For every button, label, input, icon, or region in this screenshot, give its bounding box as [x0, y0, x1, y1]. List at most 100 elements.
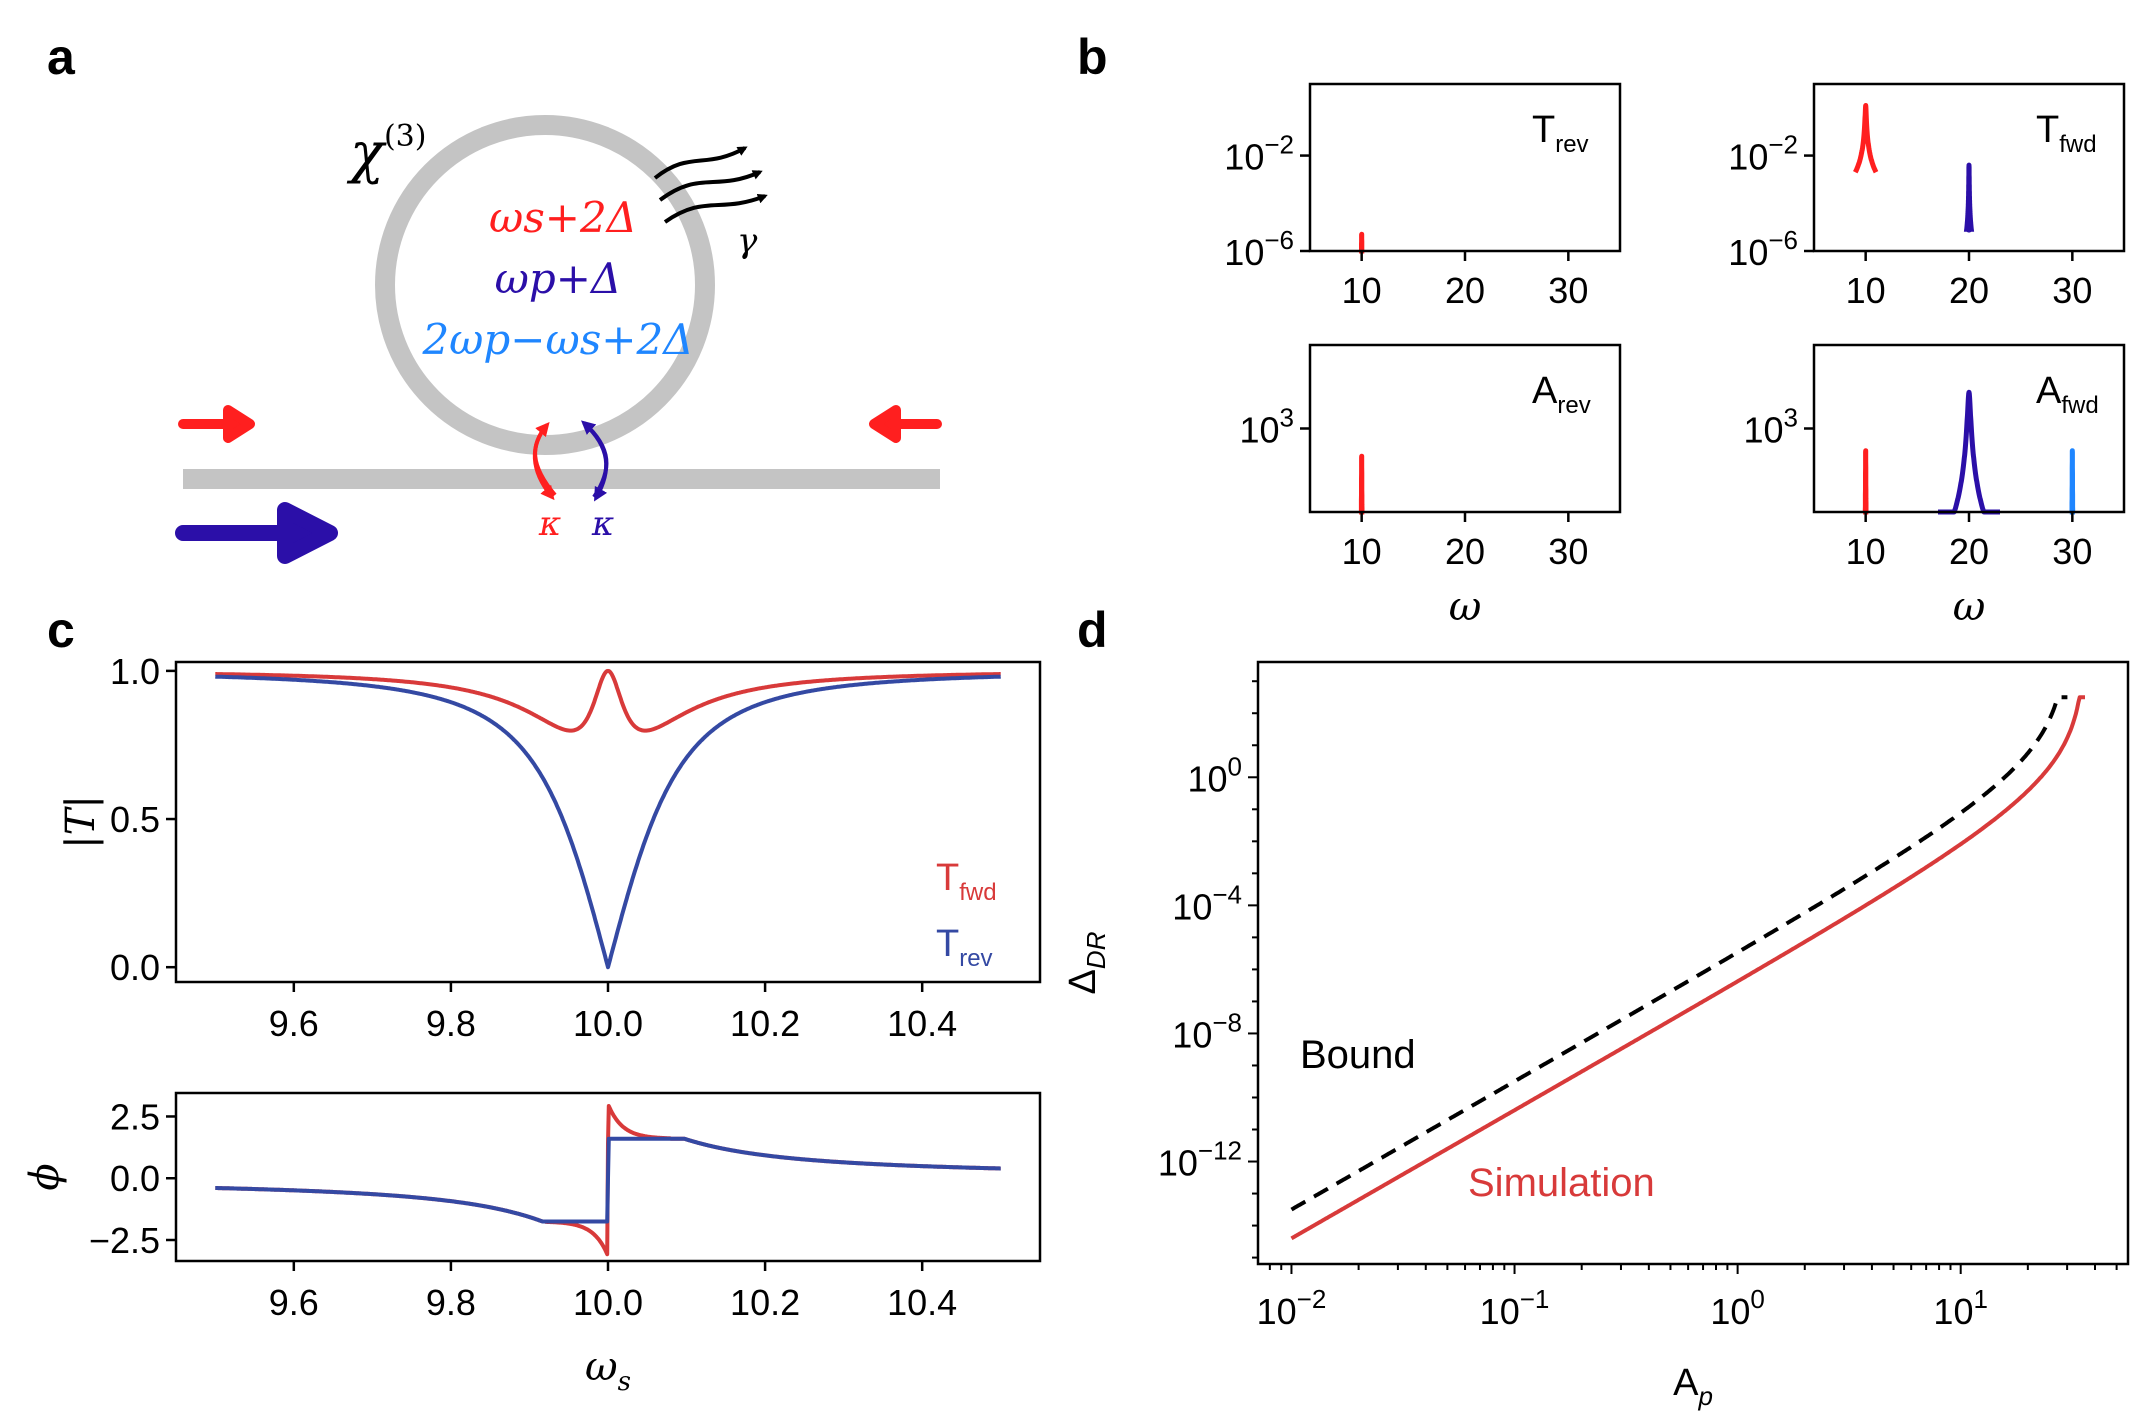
- series-signal-peak-10: [1852, 103, 1879, 175]
- coupling-arrow-signal: [532, 421, 557, 501]
- series-Bound: [1290, 695, 2069, 1212]
- chart-b-A-rev: 10 20 30 103 Arev ω: [1239, 343, 1622, 630]
- panel-label-b: b: [1077, 29, 1108, 85]
- x-tick-label: 10−2: [1257, 1284, 1327, 1332]
- y-tick-label: 0.5: [110, 799, 160, 840]
- y-tick-label: 2.5: [110, 1096, 160, 1137]
- chart-c-abs: 0.0 0.5 1.0 9.6 9.8 10.0 10.2 10.4 |T| Tfwd Trev: [58, 651, 1042, 1044]
- plot-frame: [1308, 82, 1622, 253]
- plot-frame: [1308, 343, 1622, 514]
- x-axis-label: ωs: [585, 1344, 631, 1397]
- x-tick-label: 10.2: [730, 1282, 800, 1323]
- series-signal-peak-10: [1860, 448, 1871, 515]
- x-tick-label: 9.6: [269, 1282, 319, 1323]
- chart-b-T-fwd: 10 20 30 10−2 10−6 Tfwd: [1728, 82, 2126, 311]
- panel-a-schematic: χ(3) ωs+2Δ ωp+Δ 2ωp−ωs+2Δ γ κ κ: [175, 115, 942, 564]
- panel-label-d: d: [1077, 602, 1108, 658]
- signal-input-arrow-left: [178, 405, 255, 443]
- series-signal-peak-10: [1356, 231, 1367, 254]
- y-tick-label: −2.5: [89, 1220, 160, 1261]
- x-tick-label: 10: [1846, 531, 1886, 572]
- series-Simulation: [1290, 695, 2086, 1241]
- x-tick-label: 100: [1710, 1284, 1765, 1332]
- y-axis-label: |T|: [58, 795, 104, 849]
- x-axis-label: ω: [1953, 584, 1986, 630]
- y-tick-label: 100: [1187, 751, 1242, 799]
- y-tick-label: 10−4: [1172, 879, 1242, 927]
- y-axis-label: ϕ: [22, 1163, 68, 1190]
- chart-c-phase: −2.5 0.0 2.5 9.6 9.8 10.0 10.2 10.4 ϕ ωs: [22, 1091, 1042, 1397]
- x-tick-label: 10: [1846, 270, 1886, 311]
- x-tick-label: 10.2: [730, 1003, 800, 1044]
- y-tick-label: 10−6: [1728, 225, 1798, 273]
- x-tick-label: 20: [1445, 270, 1485, 311]
- series-T_fwd: [214, 668, 1002, 733]
- pump-input-arrow: [175, 502, 338, 564]
- series-signal-peak-10: [1356, 453, 1367, 515]
- kappa-signal-label: κ: [538, 504, 561, 544]
- chart-b-T-rev: 10 20 30 10−2 10−6 Trev: [1224, 82, 1622, 311]
- series-T_rev: [214, 674, 1002, 970]
- x-tick-label: 10: [1342, 531, 1382, 572]
- panel-title-b-T-rev: Trev: [1532, 109, 1589, 158]
- panel-title-b-A-fwd: Afwd: [2036, 370, 2099, 419]
- legend-Trev: Trev: [936, 923, 993, 972]
- x-tick-label: 20: [1949, 270, 1989, 311]
- chart-d-bound: 10−2 10−1 100 101 100 10−4 10−8 10−12 Ap ΔDR Bound…: [1062, 660, 2130, 1411]
- y-tick-label: 0.0: [110, 947, 160, 988]
- x-axis-label: ω: [1449, 584, 1482, 630]
- x-tick-label: 10.0: [573, 1282, 643, 1323]
- gamma-label: γ: [737, 221, 758, 261]
- legend-Tfwd: Tfwd: [936, 857, 997, 906]
- y-tick-label: 0.0: [110, 1158, 160, 1199]
- series-idler-peak-30: [2067, 448, 2078, 515]
- x-tick-label: 9.6: [269, 1003, 319, 1044]
- panel-label-c: c: [47, 602, 75, 658]
- chart-b-A-fwd: 10 20 30 103 Afwd ω: [1743, 343, 2126, 630]
- mode-idler-label: 2ωp−ωs+2Δ: [421, 315, 693, 364]
- coupling-arrow-pump: [581, 420, 609, 502]
- plot-frame: [174, 660, 1042, 984]
- annotation-bound: Bound: [1300, 1033, 1416, 1077]
- x-tick-label: 30: [2052, 270, 2092, 311]
- y-axis-label: ΔDR: [1062, 932, 1111, 995]
- panel-title-b-T-fwd: Tfwd: [2036, 109, 2097, 158]
- x-tick-label: 9.8: [426, 1282, 476, 1323]
- x-tick-label: 30: [1548, 531, 1588, 572]
- series-pump-peak-20: [1935, 389, 2003, 515]
- y-tick-label: 103: [1239, 403, 1294, 451]
- chi3-label: χ(3): [346, 119, 426, 186]
- ring-resonator: [375, 115, 715, 455]
- x-axis-label: Ap: [1673, 1362, 1713, 1411]
- y-tick-label: 1.0: [110, 651, 160, 692]
- panel-title-b-A-rev: Arev: [1532, 370, 1591, 419]
- mode-signal-label: ωs+2Δ: [489, 193, 637, 242]
- x-tick-label: 30: [2052, 531, 2092, 572]
- x-tick-label: 10.4: [887, 1282, 957, 1323]
- mode-pump-label: ωp+Δ: [495, 254, 622, 303]
- series-pump-peak-20: [1963, 162, 1975, 235]
- charts-root: 10 20 30 10−2 10−6 Trev 10 20 30 10−2 10−6 Tfwd 10 20…: [22, 82, 2130, 1411]
- loss-wavy-arrows: [653, 146, 768, 224]
- x-tick-label: 20: [1949, 531, 1989, 572]
- panel-label-a: a: [47, 29, 76, 85]
- x-tick-label: 10.0: [573, 1003, 643, 1044]
- x-tick-label: 10.4: [887, 1003, 957, 1044]
- annotation-simulation: Simulation: [1468, 1161, 1655, 1205]
- y-tick-label: 10−2: [1728, 130, 1798, 178]
- series-phase-T_rev: [214, 1136, 1002, 1224]
- x-tick-label: 10: [1342, 270, 1382, 311]
- x-tick-label: 9.8: [426, 1003, 476, 1044]
- y-tick-label: 10−12: [1158, 1136, 1242, 1184]
- x-tick-label: 10−1: [1480, 1284, 1550, 1332]
- y-tick-label: 10−2: [1224, 130, 1294, 178]
- y-tick-label: 10−8: [1172, 1007, 1242, 1055]
- plot-frame: [1256, 660, 2130, 1266]
- kappa-pump-label: κ: [591, 504, 614, 544]
- signal-input-arrow-right: [869, 405, 942, 443]
- x-tick-label: 30: [1548, 270, 1588, 311]
- x-tick-label: 101: [1933, 1284, 1988, 1332]
- y-tick-label: 10−6: [1224, 225, 1294, 273]
- x-tick-label: 20: [1445, 531, 1485, 572]
